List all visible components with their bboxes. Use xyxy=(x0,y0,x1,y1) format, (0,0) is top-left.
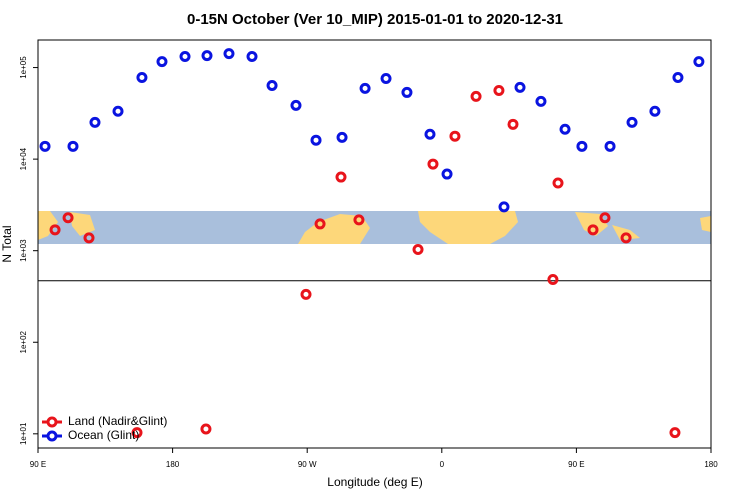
point xyxy=(535,95,547,107)
point xyxy=(131,427,143,439)
point xyxy=(246,51,258,63)
x-tick-label: 90 E xyxy=(30,460,46,469)
point xyxy=(300,288,312,300)
x-tick-label: 180 xyxy=(166,460,180,469)
point xyxy=(359,82,371,94)
legend-label: Land (Nadir&Glint) xyxy=(68,414,167,428)
legend-label: Ocean (Glint) xyxy=(68,428,139,442)
y-tick-label: 1e+03 xyxy=(19,239,28,262)
point xyxy=(498,201,510,213)
point xyxy=(314,218,326,230)
point xyxy=(514,81,526,93)
point xyxy=(424,128,436,140)
point xyxy=(67,140,79,152)
x-tick-label: 90 E xyxy=(568,460,584,469)
point xyxy=(201,50,213,62)
point xyxy=(626,116,638,128)
point xyxy=(649,105,661,117)
point xyxy=(470,90,482,102)
y-tick-label: 1e+04 xyxy=(19,147,28,170)
legend-marker xyxy=(46,430,58,442)
point xyxy=(335,171,347,183)
x-tick-label: 0 xyxy=(440,460,445,469)
legend-marker xyxy=(46,416,58,428)
point xyxy=(89,116,101,128)
point xyxy=(49,224,61,236)
x-tick-label: 90 W xyxy=(298,460,317,469)
point xyxy=(310,134,322,146)
map-strip xyxy=(38,211,711,244)
point xyxy=(266,79,278,91)
point xyxy=(427,158,439,170)
point xyxy=(547,274,559,286)
point xyxy=(62,212,74,224)
point xyxy=(290,99,302,111)
point xyxy=(559,123,571,135)
point xyxy=(604,140,616,152)
point xyxy=(179,51,191,63)
point xyxy=(39,140,51,152)
point xyxy=(620,232,632,244)
point xyxy=(353,214,365,226)
point xyxy=(401,86,413,98)
point xyxy=(223,48,235,60)
point xyxy=(493,84,505,96)
plot-frame xyxy=(37,39,712,449)
point xyxy=(587,224,599,236)
point xyxy=(83,232,95,244)
point xyxy=(599,212,611,224)
point xyxy=(156,56,168,68)
point xyxy=(672,71,684,83)
point xyxy=(693,56,705,68)
point xyxy=(336,131,348,143)
point xyxy=(576,140,588,152)
point xyxy=(449,130,461,142)
point xyxy=(669,427,681,439)
y-tick-label: 1e+01 xyxy=(19,422,28,445)
point xyxy=(136,71,148,83)
point xyxy=(200,423,212,435)
x-tick-label: 180 xyxy=(704,460,718,469)
point xyxy=(380,73,392,85)
y-tick-label: 1e+02 xyxy=(19,330,28,353)
y-axis-label: N Total xyxy=(0,225,14,262)
point xyxy=(112,105,124,117)
chart-title: 0-15N October (Ver 10_MIP) 2015-01-01 to… xyxy=(187,11,563,28)
x-axis-label: Longitude (deg E) xyxy=(327,475,422,489)
point xyxy=(507,118,519,130)
point xyxy=(412,244,424,256)
point xyxy=(441,168,453,180)
point xyxy=(552,177,564,189)
y-tick-label: 1e+05 xyxy=(19,56,28,79)
